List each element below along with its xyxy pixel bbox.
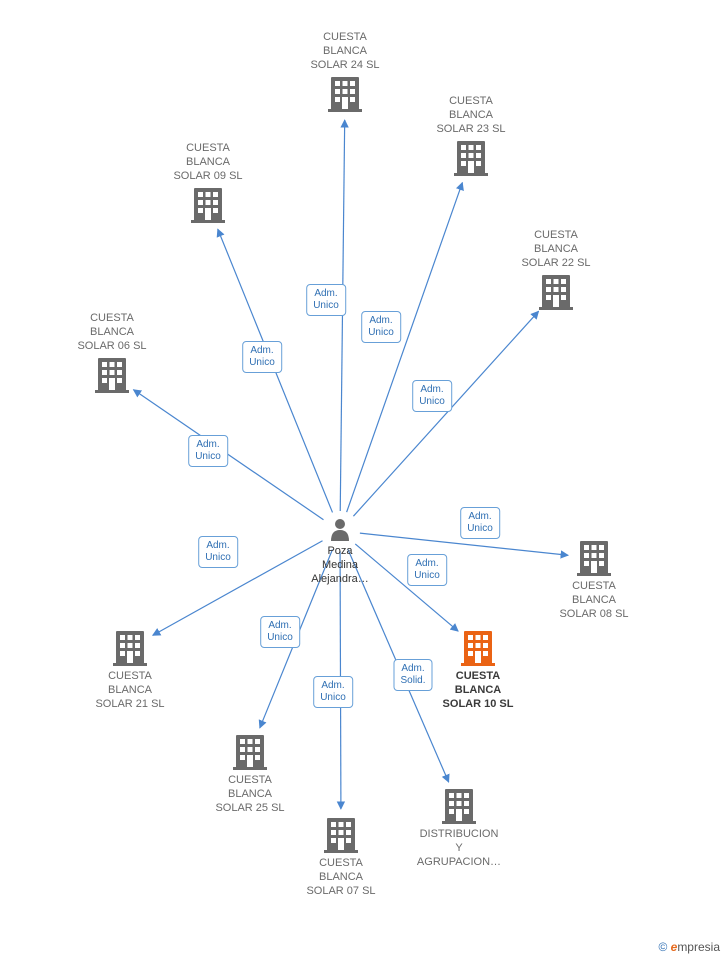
company-label: CUESTA BLANCA SOLAR 23 SL bbox=[426, 95, 516, 136]
building-icon bbox=[324, 818, 358, 853]
company-label: CUESTA BLANCA SOLAR 09 SL bbox=[163, 142, 253, 183]
edge-badge: Adm. Unico bbox=[361, 311, 401, 343]
person-node[interactable] bbox=[331, 519, 349, 541]
company-label: CUESTA BLANCA SOLAR 22 SL bbox=[511, 229, 601, 270]
edge-badge: Adm. Unico bbox=[460, 507, 500, 539]
building-icon bbox=[461, 631, 495, 666]
company-node[interactable] bbox=[461, 631, 495, 666]
company-node[interactable] bbox=[539, 275, 573, 310]
company-label: DISTRIBUCION Y AGRUPACION… bbox=[404, 828, 514, 869]
edge-badge: Adm. Unico bbox=[407, 554, 447, 586]
company-label: CUESTA BLANCA SOLAR 07 SL bbox=[296, 857, 386, 898]
company-node[interactable] bbox=[577, 541, 611, 576]
edge-line bbox=[347, 183, 463, 513]
copyright-symbol: © bbox=[658, 940, 667, 954]
building-icon bbox=[454, 141, 488, 176]
watermark: © empresia bbox=[658, 940, 720, 954]
company-node[interactable] bbox=[324, 818, 358, 853]
building-icon bbox=[233, 735, 267, 770]
person-label: Poza Medina Alejandra… bbox=[295, 545, 385, 586]
person-icon bbox=[331, 519, 349, 541]
company-label: CUESTA BLANCA SOLAR 25 SL bbox=[205, 774, 295, 815]
building-icon bbox=[95, 358, 129, 393]
edge-badge: Adm. Unico bbox=[242, 341, 282, 373]
edge-badge: Adm. Unico bbox=[412, 380, 452, 412]
building-icon bbox=[539, 275, 573, 310]
building-icon bbox=[191, 188, 225, 223]
edge-badge: Adm. Unico bbox=[198, 536, 238, 568]
company-node[interactable] bbox=[191, 188, 225, 223]
company-label: CUESTA BLANCA SOLAR 24 SL bbox=[300, 31, 390, 72]
company-node[interactable] bbox=[113, 631, 147, 666]
company-node[interactable] bbox=[454, 141, 488, 176]
building-icon bbox=[328, 77, 362, 112]
edge-line bbox=[133, 390, 323, 520]
company-label: CUESTA BLANCA SOLAR 10 SL bbox=[428, 670, 528, 711]
company-node[interactable] bbox=[328, 77, 362, 112]
diagram-canvas bbox=[0, 0, 728, 960]
company-node[interactable] bbox=[442, 789, 476, 824]
company-label: CUESTA BLANCA SOLAR 06 SL bbox=[67, 312, 157, 353]
edge-badge: Adm. Unico bbox=[260, 616, 300, 648]
edge-badge: Adm. Solid. bbox=[393, 659, 432, 691]
edge-badge: Adm. Unico bbox=[313, 676, 353, 708]
company-node[interactable] bbox=[233, 735, 267, 770]
building-icon bbox=[577, 541, 611, 576]
logo-rest: mpresia bbox=[677, 940, 720, 954]
building-icon bbox=[113, 631, 147, 666]
edge-badge: Adm. Unico bbox=[306, 284, 346, 316]
company-label: CUESTA BLANCA SOLAR 08 SL bbox=[549, 580, 639, 621]
nodes-layer bbox=[95, 77, 611, 853]
company-node[interactable] bbox=[95, 358, 129, 393]
company-label: CUESTA BLANCA SOLAR 21 SL bbox=[85, 670, 175, 711]
building-icon bbox=[442, 789, 476, 824]
edge-badge: Adm. Unico bbox=[188, 435, 228, 467]
